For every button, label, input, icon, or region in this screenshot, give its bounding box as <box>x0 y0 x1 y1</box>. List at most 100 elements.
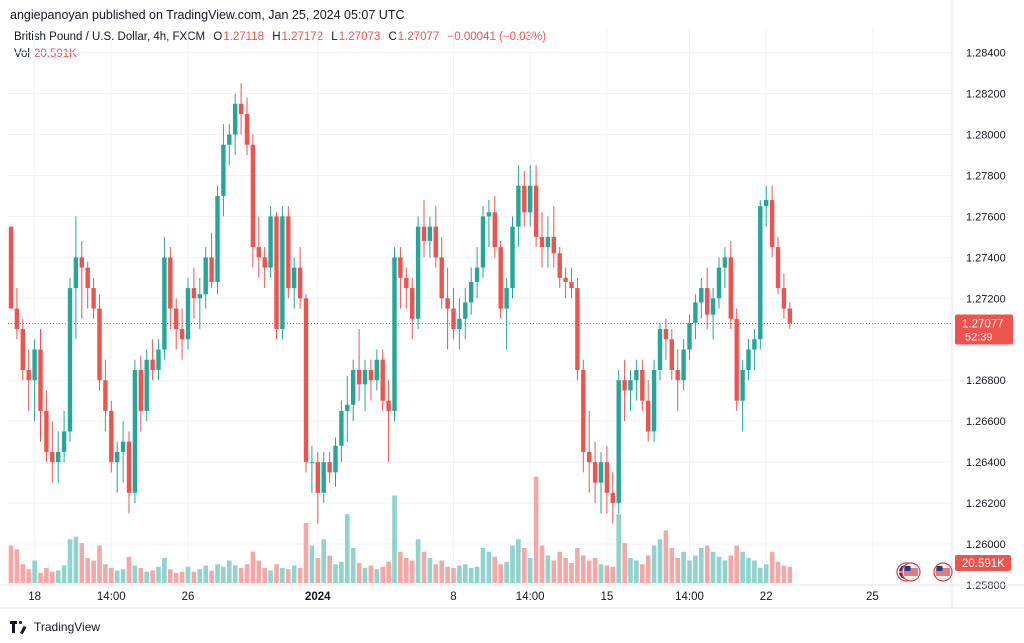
volume-bar <box>73 536 79 583</box>
candle-body <box>38 349 43 411</box>
volume-bar <box>67 539 73 583</box>
candle-body <box>32 349 37 381</box>
candle-body <box>587 451 592 463</box>
volume-bar <box>209 570 214 583</box>
volume-bar <box>539 545 545 583</box>
candle-body <box>44 410 49 452</box>
volume-bar <box>409 560 415 583</box>
volume-bar <box>315 558 321 583</box>
volume-bar <box>787 566 793 583</box>
volume-bar <box>763 564 769 583</box>
volume-bar <box>463 564 468 583</box>
candle-body <box>663 329 669 340</box>
volume-bar <box>126 556 132 583</box>
volume-badge-value: 20.591K <box>962 558 1005 570</box>
x-tick-label: 22 <box>760 591 773 603</box>
candle-body <box>56 451 61 463</box>
candle-body <box>622 380 627 391</box>
volume-bar <box>50 571 55 583</box>
volume-bar <box>20 564 26 583</box>
volume-bar <box>746 558 751 583</box>
volume-bar <box>173 573 179 583</box>
candle-body <box>374 359 379 381</box>
tradingview-footer[interactable]: TradingView <box>10 620 100 635</box>
candle-body <box>746 349 751 370</box>
candle-body <box>386 400 391 411</box>
volume-bar <box>575 548 580 583</box>
volume-bar <box>32 560 37 583</box>
volume-bar <box>498 564 503 583</box>
volume-bar <box>704 545 710 583</box>
candle-body <box>427 226 433 241</box>
volume-bar <box>398 551 403 583</box>
volume-bar <box>356 563 362 583</box>
volume-bar <box>716 556 722 583</box>
volume-bar <box>321 539 326 583</box>
volume-bar <box>563 558 568 583</box>
candle-body <box>238 103 244 115</box>
volume-bar <box>350 548 356 583</box>
last-price-badge <box>955 314 1013 345</box>
candle-body <box>404 277 409 289</box>
volume-bar <box>610 566 616 583</box>
candle-body <box>598 462 604 483</box>
symbol-label[interactable]: British Pound / U.S. Dollar, 4h, FXCM <box>14 31 206 43</box>
y-tick-label: 1.25800 <box>966 580 1006 592</box>
volume-bar <box>592 558 598 583</box>
close-label: C <box>388 31 397 43</box>
flag-us-icon[interactable] <box>901 562 921 582</box>
candle-body <box>610 492 615 504</box>
volume-value: 20.591K <box>34 48 77 60</box>
candle-body <box>439 257 444 299</box>
open-value: 1.27118 <box>223 31 264 43</box>
volume-bar <box>740 551 745 583</box>
volume-bar <box>250 551 256 583</box>
candle-body <box>758 206 763 340</box>
candle-body <box>510 226 515 289</box>
volume-bar <box>492 556 498 583</box>
y-tick-label: 1.27400 <box>966 252 1006 264</box>
volume-bar <box>286 569 291 583</box>
candle-body <box>109 410 114 463</box>
volume-bar <box>162 558 167 583</box>
volume-bar <box>675 558 680 583</box>
y-tick-label: 1.26000 <box>966 539 1006 551</box>
candle-body <box>569 281 574 289</box>
volume-bar <box>504 561 509 583</box>
candle-body <box>640 369 645 401</box>
candle-body <box>50 451 55 463</box>
candle-body <box>79 257 84 268</box>
candle-body <box>345 404 350 411</box>
volume-bar <box>156 566 161 583</box>
volume-bar <box>474 566 480 583</box>
volume-bar <box>303 523 309 583</box>
volume-bar <box>616 514 621 583</box>
candle-body <box>516 185 521 227</box>
candle-body <box>646 400 651 432</box>
candle-body <box>469 281 474 303</box>
volume-bar <box>427 558 433 583</box>
volume-bar <box>522 548 527 583</box>
flag-us-icon[interactable] <box>933 562 953 582</box>
candle-body <box>197 294 202 299</box>
volume-bar <box>468 568 474 583</box>
volume-bar <box>622 543 627 583</box>
candle-body <box>138 369 143 411</box>
volume-bar <box>545 555 551 583</box>
candle-body <box>168 257 173 309</box>
candle-body <box>303 298 309 463</box>
volume-label[interactable]: Vol <box>14 48 30 60</box>
candle-body <box>67 288 73 432</box>
candle-body <box>728 257 733 319</box>
candle-body <box>191 288 197 299</box>
candle-body <box>563 277 568 282</box>
volume-bar <box>722 560 728 583</box>
volume-bar <box>681 551 686 583</box>
volume-bar <box>421 551 427 583</box>
candle-body <box>297 267 303 299</box>
candle-body <box>250 144 256 248</box>
volume-bar <box>120 569 126 583</box>
candle-body <box>268 216 273 268</box>
volume-bar <box>445 566 450 583</box>
